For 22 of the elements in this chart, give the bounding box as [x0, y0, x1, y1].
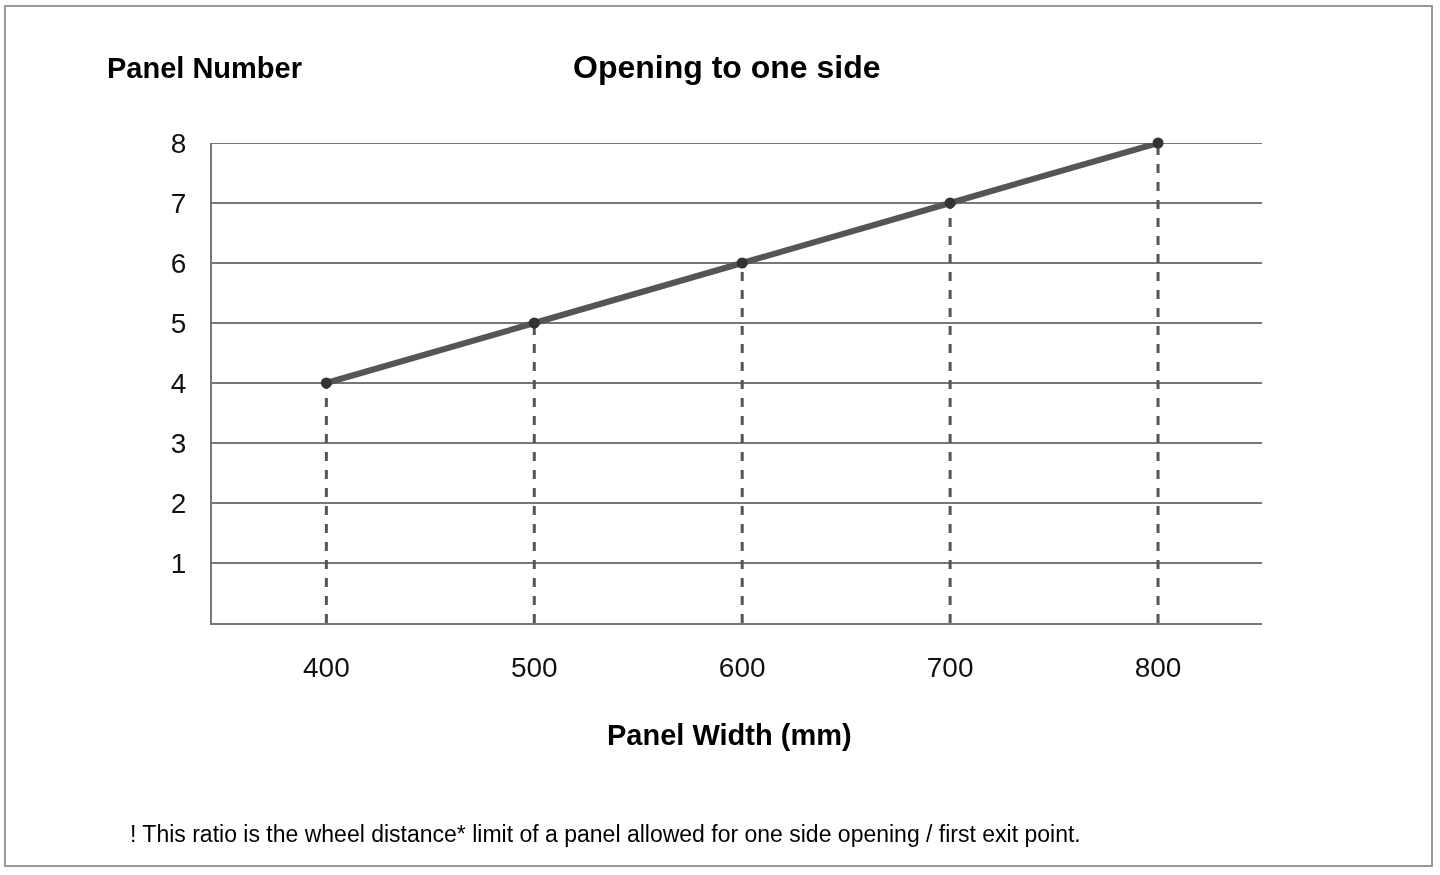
y-axis-title: Panel Number	[107, 52, 302, 84]
x-axis-title: Panel Width (mm)	[607, 719, 852, 751]
y-tick-label: 1	[170, 547, 187, 579]
x-tick-label: 600	[718, 651, 766, 683]
y-tick-label: 7	[170, 187, 187, 219]
y-tick-label: 8	[170, 127, 187, 159]
chart-title: Opening to one side	[573, 49, 881, 85]
x-tick-label: 400	[303, 651, 350, 683]
point	[320, 377, 332, 389]
x-tick-label: 800	[1134, 651, 1182, 683]
y-tick-label: 2	[170, 487, 187, 519]
text: ! This ratio is the wheel distance* limit of a panel allowed for one side opening / first exit point.	[130, 821, 1081, 847]
point	[736, 257, 748, 269]
x-tick-label: 700	[926, 651, 974, 683]
point	[528, 317, 540, 329]
y-tick-label: 3	[170, 427, 187, 459]
y-tick-label: 5	[170, 307, 187, 339]
y-tick-label: 6	[170, 247, 187, 279]
y-tick-label: 4	[170, 367, 187, 399]
point	[944, 197, 956, 209]
x-tick-label: 500	[510, 651, 558, 683]
point	[1152, 137, 1164, 149]
